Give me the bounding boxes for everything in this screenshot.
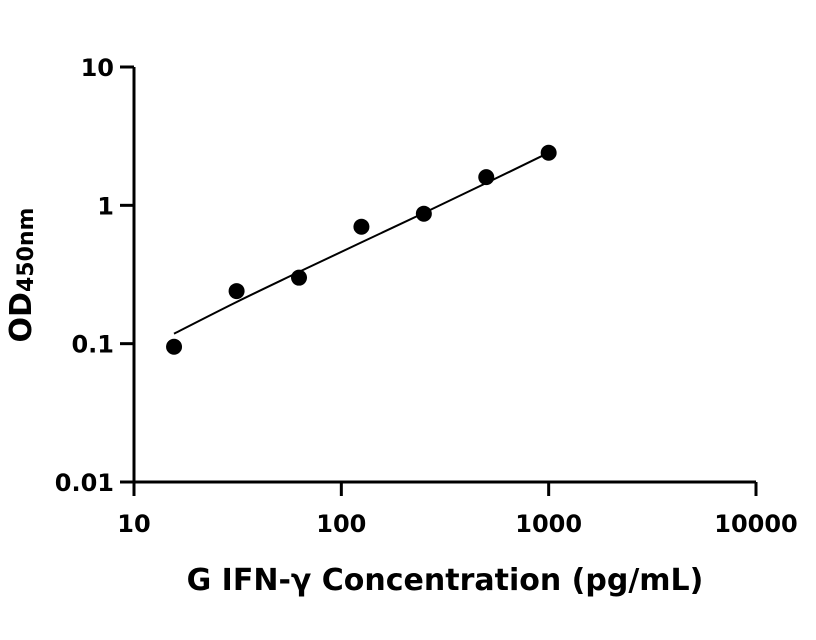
y-tick-label: 0.1 (71, 331, 114, 359)
data-points (166, 144, 557, 355)
y-axis-title-main: OD (4, 292, 39, 342)
data-point (291, 269, 308, 286)
data-point (415, 205, 432, 222)
axes (132, 67, 756, 484)
data-point (228, 283, 245, 300)
ticks: 0.01 0.1 1 10 10 100 1000 10000 (55, 54, 798, 538)
x-tick-label: 1000 (515, 510, 582, 538)
data-point (540, 144, 557, 161)
x-tick-label: 10 (117, 510, 150, 538)
y-tick-label: 0.01 (55, 469, 114, 497)
x-tick-label: 100 (316, 510, 366, 538)
data-point (353, 218, 370, 235)
y-axis-title: OD450nm (4, 208, 39, 343)
y-tick-label: 1 (97, 192, 114, 220)
y-tick-label: 10 (81, 54, 114, 82)
data-point (166, 338, 183, 355)
x-tick-label: 10000 (714, 510, 798, 538)
x-axis-title: G IFN-γ Concentration (pg/mL) (187, 563, 704, 598)
y-axis-title-subscript: 450nm (14, 208, 39, 293)
data-point (478, 169, 495, 186)
